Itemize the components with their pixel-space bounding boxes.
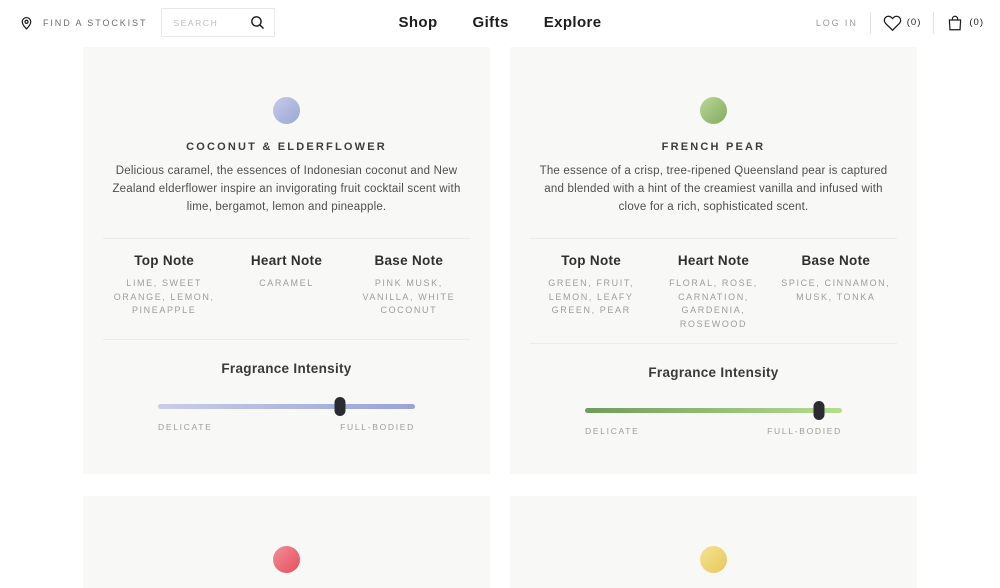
- scent-title: FRENCH PEAR: [661, 141, 766, 153]
- heart-note-text: FLORAL, ROSE, CARNATION, GARDENIA, ROSEW…: [669, 278, 758, 329]
- nav-explore[interactable]: Explore: [543, 14, 602, 31]
- wishlist-button[interactable]: (0): [883, 13, 922, 32]
- top-note-column: Top Note GREEN, FRUIT, LEMON, LEAFY GREE…: [530, 253, 652, 331]
- scent-card-guava-lychee-sorbet: GUAVA & LYCHEE SORBET: [83, 496, 490, 588]
- heart-note-column: Heart Note CARAMEL: [225, 253, 347, 327]
- main-nav: Shop Gifts Explore: [398, 14, 601, 31]
- top-note-heading: Top Note: [134, 253, 195, 269]
- base-note-column: Base Note PINK MUSK, VANILLA, WHITE COCO…: [348, 253, 470, 327]
- delicate-label: DELICATE: [158, 422, 213, 433]
- shopping-bag-icon: [946, 14, 964, 32]
- intensity-slider: [585, 401, 842, 421]
- heart-icon: [883, 13, 902, 32]
- nav-gifts[interactable]: Gifts: [472, 14, 509, 31]
- scent-card-lemongrass-ginger: LEMONGRASS & GINGER: [510, 496, 917, 588]
- base-note-heading: Base Note: [374, 253, 444, 269]
- top-note-heading: Top Note: [561, 253, 622, 269]
- heart-note-column: Heart Note FLORAL, ROSE, CARNATION, GARD…: [652, 253, 774, 331]
- divider: [530, 238, 897, 240]
- fragrance-intensity-title: Fragrance Intensity: [648, 365, 779, 381]
- intensity-track[interactable]: [158, 404, 415, 410]
- top-note-column: Top Note LIME, SWEET ORANGE, LEMON, PINE…: [103, 253, 225, 327]
- cart-button[interactable]: (0): [946, 14, 984, 32]
- search-icon[interactable]: [249, 14, 266, 31]
- full-bodied-label: FULL-BODIED: [340, 422, 415, 433]
- heart-note-text: CARAMEL: [259, 278, 314, 289]
- search-box: [161, 8, 276, 37]
- top-note-text: LIME, SWEET ORANGE, LEMON, PINEAPPLE: [113, 278, 215, 316]
- scent-card-coconut-elderflower: COCONUT & ELDERFLOWER Delicious caramel,…: [83, 47, 490, 475]
- top-navigation-bar: FIND A STOCKIST Shop Gifts Explore LOG I…: [0, 0, 1000, 45]
- delicate-label: DELICATE: [585, 426, 640, 437]
- full-bodied-label: FULL-BODIED: [767, 426, 842, 437]
- top-note-text: GREEN, FRUIT, LEMON, LEAFY GREEN, PEAR: [548, 278, 635, 316]
- scent-color-swatch: [700, 546, 727, 574]
- scent-description: Delicious caramel, the essences of Indon…: [112, 165, 461, 213]
- nav-shop[interactable]: Shop: [398, 14, 438, 31]
- header-right: LOG IN (0) (0): [815, 11, 984, 34]
- base-note-text: PINK MUSK, VANILLA, WHITE COCONUT: [362, 278, 456, 316]
- intensity-knob[interactable]: [813, 401, 825, 421]
- scent-card-grid: COCONUT & ELDERFLOWER Delicious caramel,…: [83, 47, 917, 588]
- base-note-heading: Base Note: [801, 253, 871, 269]
- scent-color-swatch: [273, 546, 300, 574]
- scent-color-swatch: [700, 97, 727, 124]
- location-pin-icon: [18, 14, 35, 31]
- header-divider: [869, 11, 871, 34]
- intensity-knob[interactable]: [334, 397, 346, 417]
- scent-card-french-pear: FRENCH PEAR The essence of a crisp, tree…: [510, 47, 917, 475]
- base-note-text: SPICE, CINNAMON, MUSK, TONKA: [781, 278, 891, 302]
- header-divider: [933, 11, 935, 34]
- scent-color-swatch: [273, 97, 300, 124]
- base-note-column: Base Note SPICE, CINNAMON, MUSK, TONKA: [775, 253, 897, 331]
- cart-count: (0): [969, 17, 984, 28]
- divider: [103, 238, 470, 240]
- heart-note-heading: Heart Note: [250, 253, 323, 269]
- wishlist-count: (0): [906, 17, 922, 28]
- intensity-track[interactable]: [585, 408, 842, 414]
- scent-description: The essence of a crisp, tree-ripened Que…: [539, 165, 888, 213]
- find-a-stockist-link[interactable]: FIND A STOCKIST: [18, 14, 147, 31]
- log-in-link[interactable]: LOG IN: [815, 17, 858, 28]
- scent-title: COCONUT & ELDERFLOWER: [186, 141, 387, 153]
- find-a-stockist-label: FIND A STOCKIST: [43, 17, 148, 28]
- intensity-scale-labels: DELICATE FULL-BODIED: [585, 426, 842, 436]
- search-input[interactable]: [173, 17, 250, 28]
- intensity-slider: [158, 397, 415, 417]
- scent-notes: Top Note GREEN, FRUIT, LEMON, LEAFY GREE…: [530, 239, 897, 343]
- intensity-scale-labels: DELICATE FULL-BODIED: [158, 422, 415, 432]
- divider: [103, 339, 470, 341]
- divider: [530, 343, 897, 345]
- fragrance-intensity-title: Fragrance Intensity: [221, 361, 352, 377]
- scent-notes: Top Note LIME, SWEET ORANGE, LEMON, PINE…: [103, 239, 470, 339]
- heart-note-heading: Heart Note: [677, 253, 750, 269]
